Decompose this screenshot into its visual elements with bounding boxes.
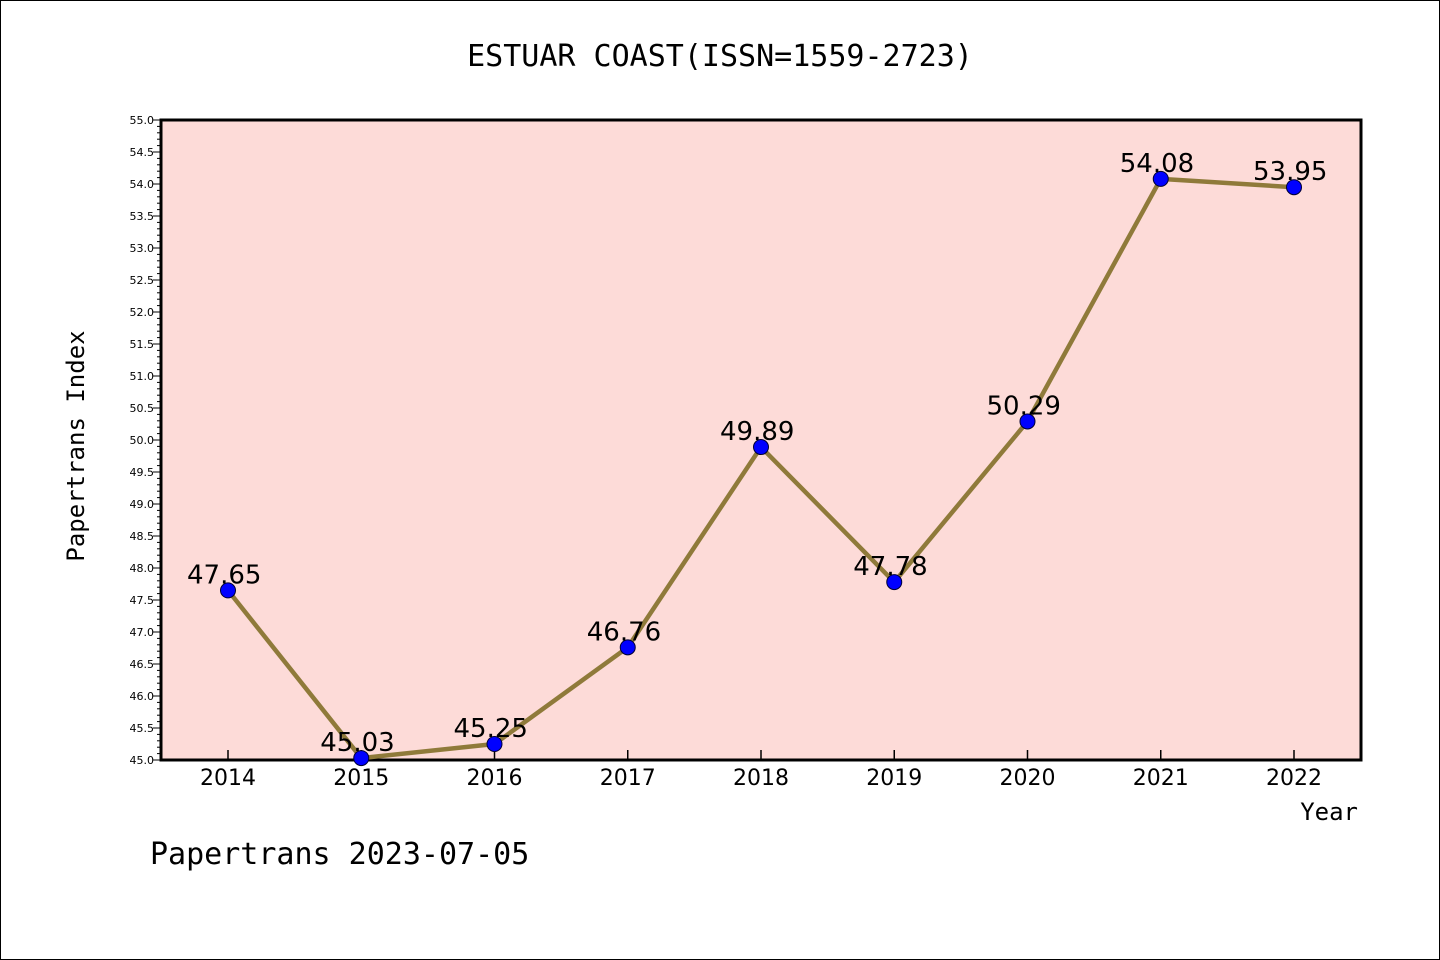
data-point-marker xyxy=(1019,413,1036,430)
y-tick-label: 46.5 xyxy=(130,658,155,671)
x-tick-label: 2019 xyxy=(866,766,922,791)
x-tick-label: 2017 xyxy=(600,766,656,791)
y-tick-label: 49.5 xyxy=(130,466,155,479)
data-point-label: 45.25 xyxy=(454,714,528,744)
y-tick-label: 48.0 xyxy=(130,562,155,575)
data-point-label: 54.08 xyxy=(1120,149,1194,179)
data-point-marker xyxy=(886,574,903,591)
y-axis: 45.0 45.5 46.0 46.5 47.0 47.5 48.0 48.5 49.0 49.5… xyxy=(130,114,161,767)
y-tick-label: 55.0 xyxy=(130,114,155,127)
x-tick-label: 2014 xyxy=(200,766,256,791)
data-point-label: 47.78 xyxy=(853,552,927,582)
x-tick-label: 2022 xyxy=(1266,766,1322,791)
y-tick-label: 53.0 xyxy=(130,242,155,255)
data-point-label: 50.29 xyxy=(987,391,1061,421)
y-tick-label: 50.5 xyxy=(130,402,155,415)
y-tick-label: 45.5 xyxy=(130,722,155,735)
series-layer: 47.65 45.03 45.25 46.76 49.89 47.78 50.29 54.08… xyxy=(187,149,1327,767)
y-tick-label: 49.0 xyxy=(130,498,155,511)
data-point-label: 53.95 xyxy=(1253,157,1327,187)
x-tick-label: 2018 xyxy=(733,766,789,791)
footer-text: Papertrans 2023-07-05 xyxy=(150,837,529,872)
data-point-label: 47.65 xyxy=(187,560,261,590)
y-tick-label: 46.0 xyxy=(130,690,155,703)
data-point-marker xyxy=(619,639,636,656)
x-axis-label: Year xyxy=(1300,798,1358,826)
x-tick-label: 2020 xyxy=(1000,766,1056,791)
data-point-label: 49.89 xyxy=(720,417,794,447)
x-tick-label: 2016 xyxy=(467,766,523,791)
data-point-marker xyxy=(1286,179,1302,196)
data-point-marker xyxy=(753,439,769,456)
y-tick-label: 54.0 xyxy=(130,178,155,191)
x-axis: 2014 2015 2016 2017 2018 2019 2020 2021 2022 xyxy=(200,750,1322,791)
y-tick-label: 54.5 xyxy=(130,146,155,159)
y-tick-label: 47.0 xyxy=(130,626,155,639)
chart-title: ESTUAR COAST(ISSN=1559-2723) xyxy=(467,39,973,74)
y-tick-label: 51.0 xyxy=(130,370,155,383)
data-point-marker xyxy=(353,750,370,767)
data-point-marker xyxy=(1152,170,1169,187)
y-tick-label: 51.5 xyxy=(130,338,155,351)
y-tick-label: 45.0 xyxy=(130,754,155,767)
y-tick-label: 53.5 xyxy=(130,210,155,223)
y-tick-label: 50.0 xyxy=(130,434,155,447)
x-tick-label: 2021 xyxy=(1133,766,1189,791)
y-tick-label: 48.5 xyxy=(130,530,155,543)
data-point-label: 45.03 xyxy=(320,728,394,758)
y-tick-label: 52.5 xyxy=(130,274,155,287)
y-tick-label: 47.5 xyxy=(130,594,155,607)
x-tick-label: 2015 xyxy=(333,766,389,791)
data-point-label: 46.76 xyxy=(587,617,661,647)
y-axis-label: Papertrans Index xyxy=(62,330,90,561)
data-point-marker xyxy=(486,736,503,752)
y-tick-label: 52.0 xyxy=(130,306,155,319)
data-point-marker xyxy=(220,582,236,599)
